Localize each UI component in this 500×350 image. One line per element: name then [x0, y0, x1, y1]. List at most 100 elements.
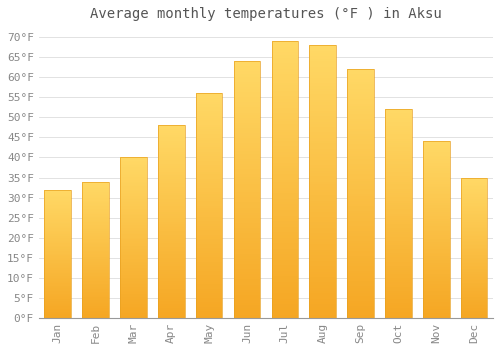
Bar: [44, 308, 71, 309]
Bar: [82, 237, 109, 239]
Bar: [158, 254, 184, 256]
Bar: [423, 210, 450, 212]
Bar: [82, 195, 109, 197]
Bar: [272, 177, 298, 180]
Bar: [44, 288, 71, 290]
Bar: [423, 237, 450, 238]
Bar: [120, 249, 146, 251]
Bar: [423, 244, 450, 246]
Bar: [234, 248, 260, 251]
Bar: [82, 247, 109, 248]
Bar: [196, 208, 222, 210]
Bar: [461, 288, 487, 290]
Bar: [196, 266, 222, 268]
Bar: [158, 252, 184, 254]
Bar: [120, 169, 146, 170]
Bar: [234, 92, 260, 94]
Bar: [348, 178, 374, 181]
Bar: [234, 172, 260, 174]
Bar: [272, 199, 298, 202]
Bar: [385, 316, 411, 318]
Bar: [348, 69, 374, 318]
Bar: [234, 302, 260, 305]
Bar: [461, 196, 487, 197]
Bar: [461, 311, 487, 312]
Bar: [385, 161, 411, 163]
Bar: [158, 139, 184, 141]
Bar: [196, 116, 222, 118]
Bar: [423, 228, 450, 230]
Bar: [310, 225, 336, 228]
Bar: [82, 311, 109, 313]
Bar: [44, 314, 71, 315]
Bar: [120, 197, 146, 199]
Bar: [385, 132, 411, 134]
Bar: [234, 254, 260, 256]
Bar: [272, 116, 298, 119]
Bar: [82, 229, 109, 231]
Bar: [44, 208, 71, 209]
Bar: [461, 316, 487, 318]
Bar: [120, 205, 146, 207]
Bar: [461, 272, 487, 273]
Bar: [82, 182, 109, 318]
Bar: [196, 109, 222, 111]
Bar: [461, 286, 487, 287]
Bar: [461, 244, 487, 245]
Bar: [272, 52, 298, 55]
Bar: [44, 300, 71, 301]
Bar: [44, 229, 71, 231]
Bar: [423, 198, 450, 199]
Bar: [461, 232, 487, 234]
Bar: [44, 190, 71, 191]
Bar: [272, 285, 298, 287]
Bar: [158, 291, 184, 293]
Bar: [272, 268, 298, 271]
Bar: [234, 295, 260, 298]
Bar: [158, 258, 184, 260]
Bar: [272, 238, 298, 240]
Bar: [234, 272, 260, 274]
Bar: [461, 211, 487, 212]
Bar: [196, 197, 222, 199]
Bar: [82, 295, 109, 296]
Bar: [120, 202, 146, 204]
Bar: [120, 254, 146, 256]
Bar: [82, 282, 109, 284]
Bar: [44, 269, 71, 271]
Bar: [461, 309, 487, 311]
Bar: [234, 213, 260, 215]
Bar: [120, 210, 146, 212]
Bar: [82, 317, 109, 318]
Bar: [44, 315, 71, 317]
Bar: [461, 248, 487, 249]
Bar: [461, 235, 487, 237]
Bar: [461, 293, 487, 294]
Bar: [82, 292, 109, 293]
Bar: [310, 62, 336, 64]
Bar: [82, 304, 109, 306]
Bar: [234, 177, 260, 179]
Bar: [385, 195, 411, 197]
Bar: [272, 121, 298, 124]
Bar: [82, 257, 109, 258]
Bar: [461, 260, 487, 262]
Bar: [423, 288, 450, 290]
Bar: [423, 187, 450, 189]
Bar: [461, 179, 487, 180]
Bar: [82, 250, 109, 251]
Bar: [461, 308, 487, 309]
Bar: [120, 267, 146, 268]
Bar: [158, 206, 184, 208]
Bar: [120, 234, 146, 236]
Bar: [423, 300, 450, 302]
Bar: [348, 290, 374, 293]
Bar: [310, 138, 336, 141]
Bar: [385, 306, 411, 308]
Bar: [310, 217, 336, 220]
Bar: [82, 190, 109, 191]
Bar: [44, 295, 71, 296]
Bar: [385, 228, 411, 230]
Bar: [82, 258, 109, 259]
Bar: [385, 109, 411, 318]
